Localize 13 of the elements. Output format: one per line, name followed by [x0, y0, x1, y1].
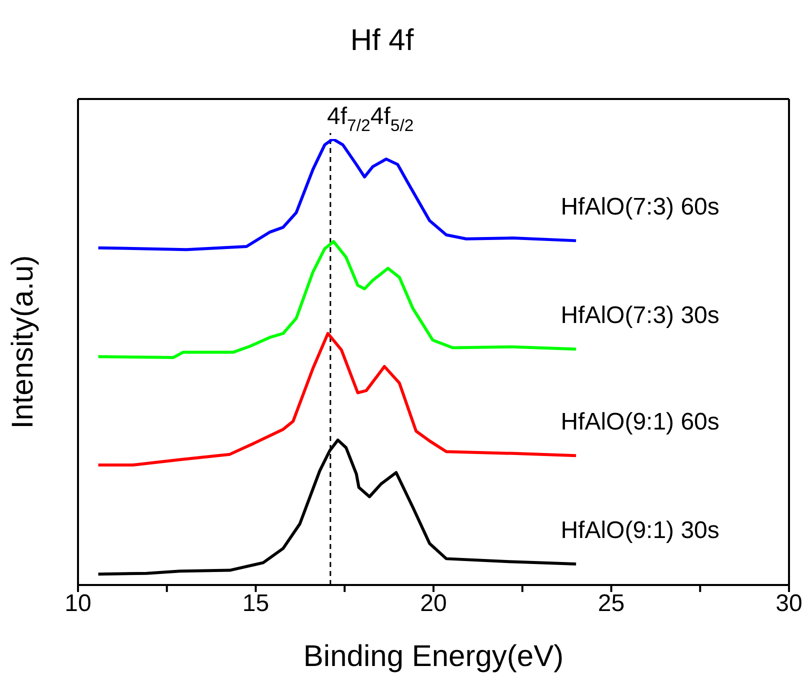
x-tick-label: 10 — [64, 590, 92, 618]
chart-title: Hf 4f — [350, 24, 414, 57]
y-axis-title: Intensity(a.u) — [6, 255, 40, 429]
series-label: HfAlO(7:3) 60s — [560, 194, 720, 221]
x-axis-title: Binding Energy(eV) — [303, 640, 564, 673]
x-tick-label: 25 — [598, 590, 625, 618]
x-tick-label: 30 — [776, 590, 802, 618]
ref-line-label: 4f$_{7/2}$4f$_{5/2}$ — [327, 103, 414, 135]
series-label: HfAlO(9:1) 30s — [560, 517, 720, 544]
x-tick-label: 20 — [420, 590, 447, 618]
series-label: HfAlO(7:3) 30s — [560, 302, 720, 330]
series-label: HfAlO(9:1) 60s — [560, 408, 720, 436]
x-tick-label: 15 — [242, 590, 270, 618]
